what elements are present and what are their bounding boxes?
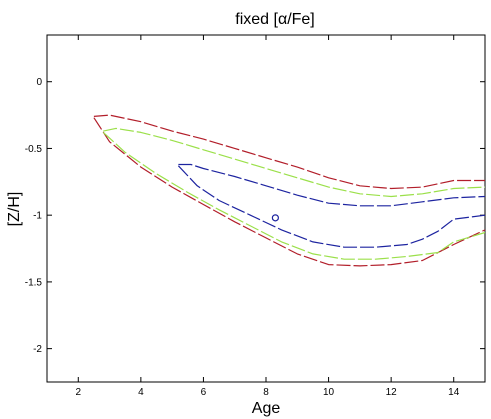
x-tick-label: 8	[263, 387, 269, 398]
plot-area	[46, 34, 486, 383]
x-axis: 2 4 6 8 10 12 14	[76, 35, 460, 398]
contour-1-lower	[93, 117, 486, 267]
y-tick-label: -1	[33, 211, 42, 222]
contour-2-lower	[102, 131, 486, 260]
chart-title: fixed [α/Fe]	[235, 11, 315, 28]
x-tick-label: 6	[201, 387, 207, 398]
contour-1-upper	[93, 114, 485, 190]
contour-3-upper	[178, 163, 486, 207]
contour-2-upper	[103, 127, 486, 198]
x-tick-label: 2	[76, 387, 82, 398]
y-axis-label: [Z/H]	[6, 192, 23, 227]
x-tick-label: 12	[386, 387, 398, 398]
contour-3-lower	[177, 165, 486, 248]
x-tick-label: 10	[323, 387, 335, 398]
x-tick-label: 14	[448, 387, 460, 398]
y-tick-label: -2	[33, 344, 42, 355]
x-tick-label: 4	[138, 387, 144, 398]
y-tick-label: -0.5	[25, 144, 43, 155]
y-tick-label: 0	[36, 77, 42, 88]
contour-lines	[93, 114, 486, 267]
best-fit-marker	[271, 214, 279, 222]
y-tick-label: -1.5	[25, 277, 43, 288]
x-axis-label: Age	[252, 400, 281, 417]
